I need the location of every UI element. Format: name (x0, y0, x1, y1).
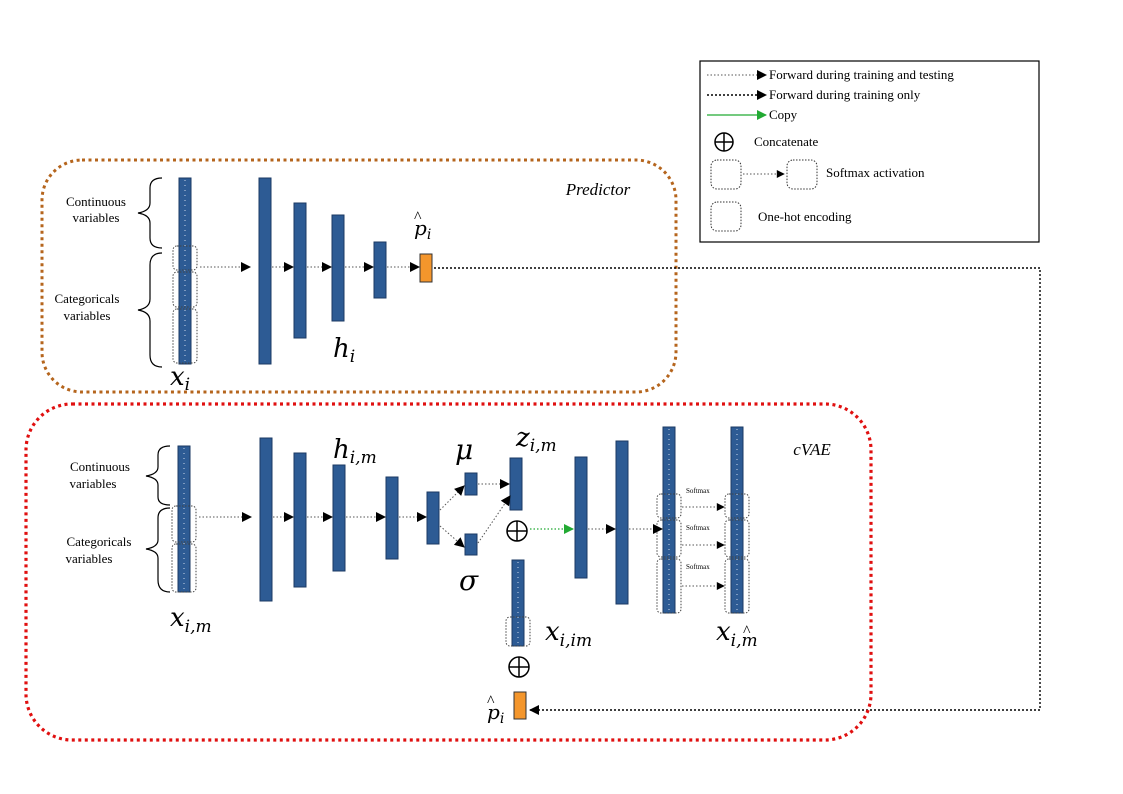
sigma-layer (464, 533, 478, 556)
predictor-hidden-label: hi (333, 334, 355, 367)
logits-group-2 (656, 519, 682, 558)
categorical-brace (137, 252, 163, 368)
predictor-title: Predictor (565, 180, 631, 199)
latent-layer (509, 457, 523, 511)
cvae-arrow-sigma-z (477, 495, 511, 544)
onehot-group-2 (172, 271, 198, 308)
legend-onehot: One-hot encoding (758, 209, 852, 224)
predictor-hidden-layer-1 (258, 177, 272, 365)
cvae-arrow-sigma (439, 525, 465, 548)
condition-concatenate-icon (508, 656, 530, 678)
encoder-layer-3 (332, 464, 346, 572)
logits-group-3 (656, 558, 682, 614)
cvae-categorical-label-line2: variables (66, 551, 113, 566)
cvae-categorical-label-line1: Categoricals (67, 534, 132, 549)
reconstruction-group-2 (724, 519, 750, 558)
softmax-label-1: Softmax (686, 487, 710, 495)
condition-label: xi,im (545, 617, 592, 651)
legend-concatenate: Concatenate (754, 134, 818, 149)
cvae-pred-node (513, 691, 527, 720)
legend-box (699, 60, 1040, 243)
legend-softmax-output-box (786, 159, 818, 190)
cvae-categorical-brace (145, 507, 171, 593)
reconstruction-group-3 (724, 558, 750, 614)
encoder-hidden-label: hi,m (333, 435, 377, 468)
categorical-label-line2: variables (64, 308, 111, 323)
legend-forward-train-test: Forward during training and testing (769, 67, 954, 82)
predictor-input-label: xi (170, 362, 190, 395)
decoder-layer-2 (615, 440, 629, 605)
concatenate-icon (714, 132, 734, 152)
cvae-pred-label: pi (487, 700, 504, 727)
condition-onehot-group (505, 616, 531, 647)
cvae-continuous-brace (145, 445, 171, 506)
cvae-onehot-group-1 (171, 505, 197, 543)
categorical-label-line1: Categoricals (55, 291, 120, 306)
cvae-arrow-mu (439, 485, 465, 511)
latent-label: zi,m (515, 423, 557, 456)
predictor-output-node (419, 253, 433, 283)
cvae-title: cVAE (793, 440, 831, 459)
mu-layer (464, 472, 478, 496)
softmax-label-2: Softmax (686, 524, 710, 532)
predictor-output-label: pi (414, 216, 431, 243)
continuous-label-line2: variables (73, 210, 120, 225)
predictor-output-hat: ^ (414, 209, 422, 226)
predictor-hidden-layer-4 (373, 241, 387, 299)
cvae-input-label: xi,m (170, 603, 212, 637)
softmax-label-3: Softmax (686, 563, 710, 571)
cvae-border (24, 402, 873, 742)
continuous-brace (137, 177, 163, 249)
mu-label: μ (455, 433, 473, 466)
legend-softmax-input-box (710, 159, 742, 190)
encoder-layer-5 (426, 491, 440, 545)
cvae-pred-hat: ^ (487, 693, 495, 710)
decoder-layer-1 (574, 456, 588, 579)
sigma-label: σ (459, 564, 479, 597)
cvae-continuous-label-line2: variables (70, 476, 117, 491)
reconstruction-group-1 (724, 493, 750, 519)
predictor-panel: Predictor Continuous variables Categoric… (40, 158, 678, 395)
encoder-layer-1 (259, 437, 273, 602)
encoder-layer-2 (293, 452, 307, 588)
legend-copy: Copy (769, 107, 798, 122)
latent-concatenate-icon (506, 520, 528, 542)
legend-forward-train-only: Forward during training only (769, 87, 921, 102)
cvae-onehot-group-2 (171, 543, 197, 593)
reconstruction-hat: ^ (743, 623, 751, 640)
predictor-hidden-layer-2 (293, 202, 307, 339)
legend: Forward during training and testing Forw… (699, 60, 1040, 243)
cvae-panel: cVAE Continuous variables Categoricals v… (24, 402, 873, 742)
encoder-layer-4 (385, 476, 399, 560)
cvae-continuous-label-line1: Continuous (70, 459, 130, 474)
onehot-group-1 (172, 245, 198, 271)
legend-softmax: Softmax activation (826, 165, 925, 180)
continuous-label-line1: Continuous (66, 194, 126, 209)
onehot-group-3 (172, 308, 198, 364)
legend-onehot-box (710, 201, 742, 232)
logits-group-1 (656, 493, 682, 519)
reconstruction-label: xi,m (716, 617, 758, 651)
predictor-hidden-layer-3 (331, 214, 345, 322)
